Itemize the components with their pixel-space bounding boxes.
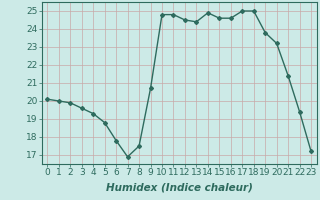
X-axis label: Humidex (Indice chaleur): Humidex (Indice chaleur): [106, 183, 252, 193]
